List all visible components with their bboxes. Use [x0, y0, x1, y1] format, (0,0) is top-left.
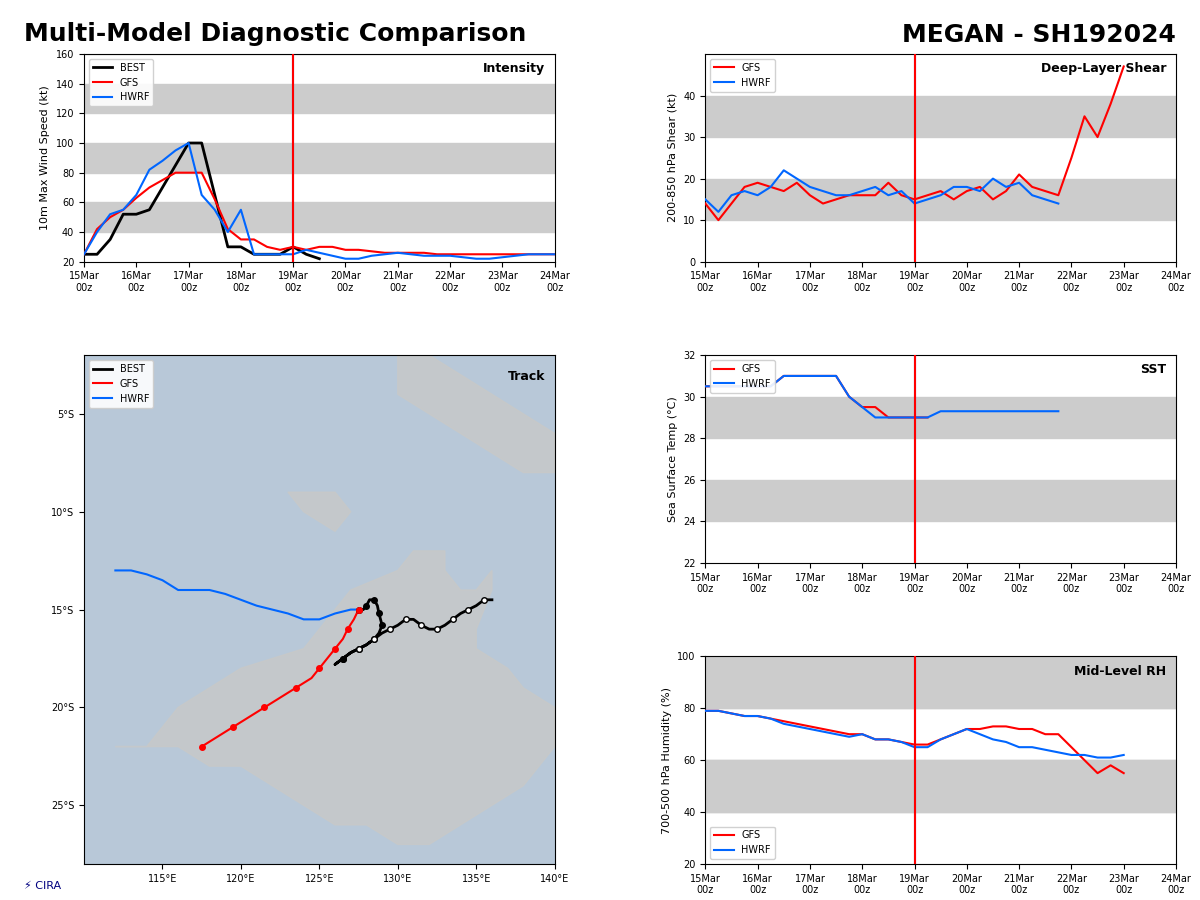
Text: ⚡ CIRA: ⚡ CIRA	[24, 881, 61, 891]
Polygon shape	[397, 356, 554, 472]
Bar	[706, 397, 1176, 438]
Polygon shape	[288, 492, 350, 531]
Legend: BEST, GFS, HWRF: BEST, GFS, HWRF	[89, 58, 154, 106]
Text: Multi-Model Diagnostic Comparison: Multi-Model Diagnostic Comparison	[24, 22, 527, 47]
Bar	[84, 24, 554, 54]
Legend: GFS, HWRF: GFS, HWRF	[710, 360, 775, 392]
Bar	[706, 178, 1176, 220]
Text: Mid-Level RH: Mid-Level RH	[1074, 664, 1166, 678]
Bar	[706, 480, 1176, 521]
Bar	[706, 656, 1176, 708]
Y-axis label: Sea Surface Temp (°C): Sea Surface Temp (°C)	[667, 396, 678, 522]
Bar	[706, 760, 1176, 812]
Bar	[84, 202, 554, 232]
Legend: GFS, HWRF: GFS, HWRF	[710, 58, 775, 92]
Y-axis label: 200-850 hPa Shear (kt): 200-850 hPa Shear (kt)	[667, 94, 678, 222]
Legend: BEST, GFS, HWRF: BEST, GFS, HWRF	[89, 360, 154, 408]
Bar	[84, 84, 554, 113]
Bar	[706, 95, 1176, 137]
Y-axis label: 10m Max Wind Speed (kt): 10m Max Wind Speed (kt)	[41, 86, 50, 230]
Polygon shape	[115, 551, 554, 844]
Text: SST: SST	[1140, 364, 1166, 376]
Text: Intensity: Intensity	[484, 62, 545, 76]
Legend: GFS, HWRF: GFS, HWRF	[710, 826, 775, 860]
Text: MEGAN - SH192024: MEGAN - SH192024	[902, 22, 1176, 47]
Y-axis label: 700-500 hPa Humidity (%): 700-500 hPa Humidity (%)	[661, 687, 672, 833]
Text: Deep-Layer Shear: Deep-Layer Shear	[1042, 62, 1166, 76]
Text: Track: Track	[508, 371, 545, 383]
Bar	[84, 143, 554, 173]
Bar	[706, 656, 1176, 708]
